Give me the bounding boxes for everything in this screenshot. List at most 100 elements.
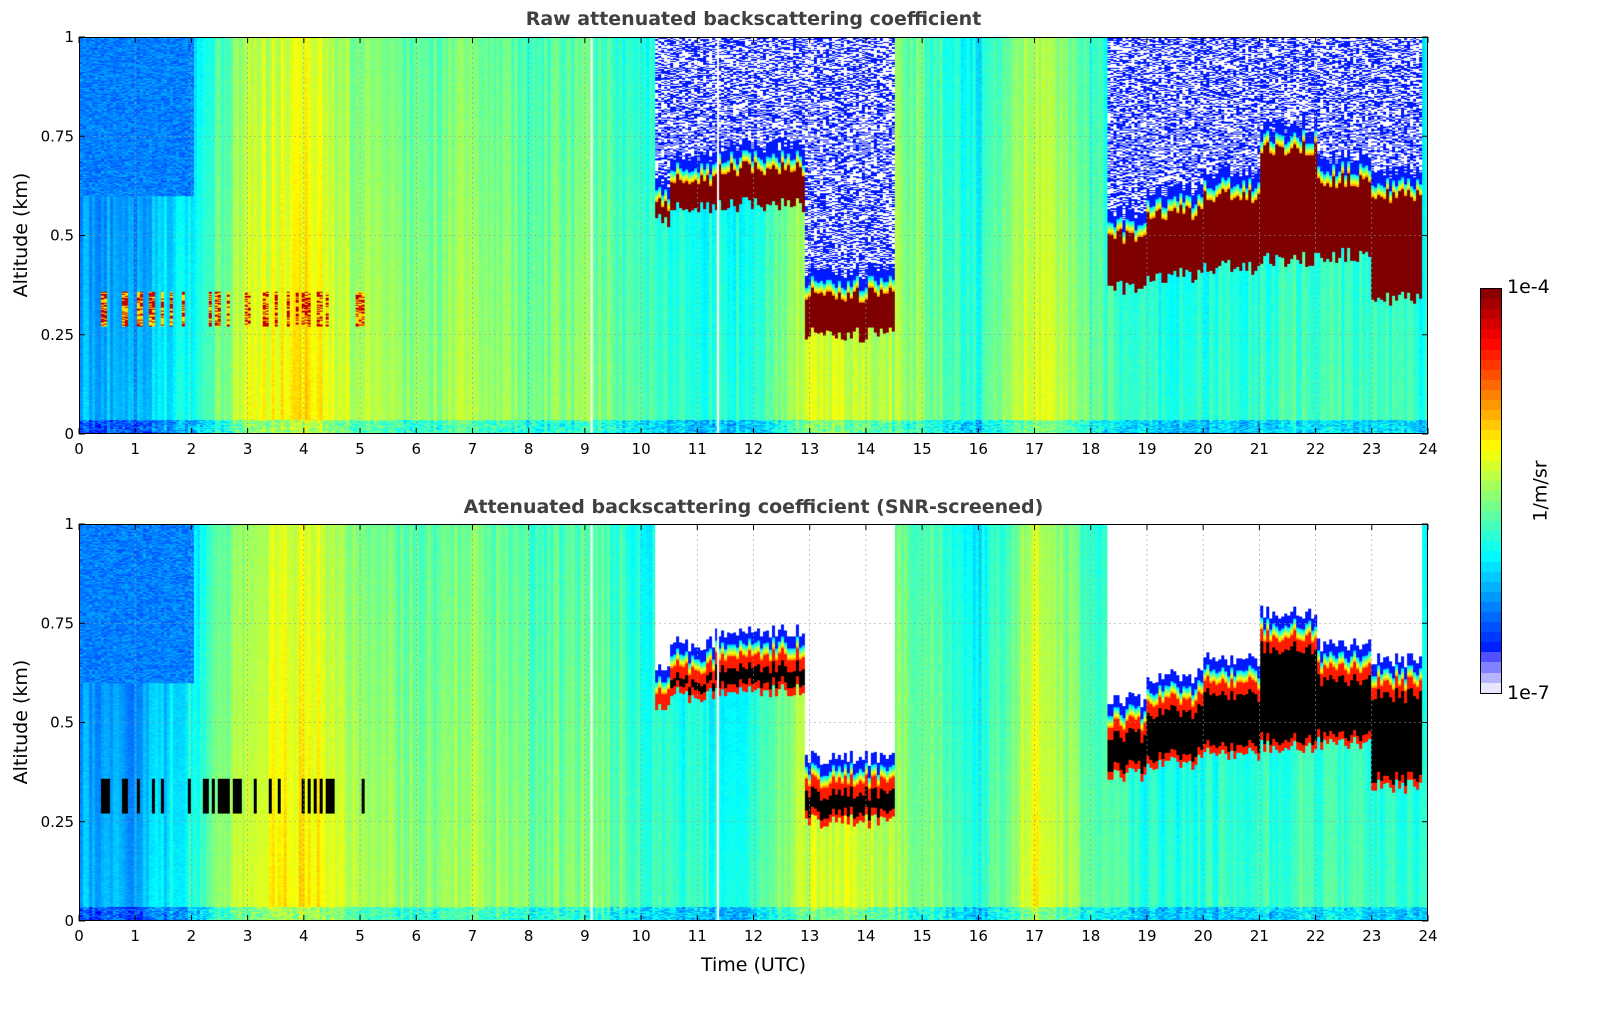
x-tick-label: 21 — [1250, 440, 1269, 458]
colorbar-segment — [1481, 571, 1501, 582]
x-axis-label: Time (UTC) — [700, 954, 807, 976]
colorbar-segment — [1481, 359, 1501, 370]
colorbar-segment — [1481, 319, 1501, 330]
y-tick-label: 0.75 — [41, 127, 74, 145]
x-tick-label: 18 — [1081, 440, 1100, 458]
x-tick-label: 7 — [468, 927, 478, 945]
x-tick-label: 18 — [1081, 927, 1100, 945]
x-tick-label: 4 — [299, 927, 309, 945]
colorbar-segment — [1481, 581, 1501, 592]
x-tick-label: 5 — [355, 440, 365, 458]
colorbar-segment — [1481, 642, 1501, 653]
colorbar-segment — [1481, 299, 1501, 310]
colorbar-segment — [1481, 289, 1501, 300]
colorbar-segment — [1481, 561, 1501, 572]
colorbar-segment — [1481, 682, 1501, 693]
y-tick-label: 1 — [64, 515, 74, 533]
colorbar-segment — [1481, 480, 1501, 491]
x-tick-label: 3 — [243, 440, 253, 458]
colorbar-segment — [1481, 329, 1501, 340]
colorbar-segment — [1481, 349, 1501, 360]
x-tick-label: 11 — [688, 927, 707, 945]
x-tick-label: 4 — [299, 440, 309, 458]
x-tick-label: 12 — [744, 440, 763, 458]
x-tick-label: 10 — [632, 927, 651, 945]
x-tick-label: 14 — [856, 927, 875, 945]
colorbar-segment — [1481, 389, 1501, 401]
colorbar-segment — [1481, 672, 1501, 683]
y-tick-label: 0.75 — [41, 614, 74, 632]
x-tick-label: 12 — [744, 927, 763, 945]
y-tick-label: 0.25 — [41, 326, 74, 344]
x-tick-label: 10 — [632, 440, 651, 458]
x-tick-label: 1 — [130, 440, 140, 458]
x-tick-label: 17 — [1025, 927, 1044, 945]
x-tick-label: 17 — [1025, 440, 1044, 458]
x-tick-label: 6 — [411, 927, 421, 945]
colorbar-segment — [1481, 490, 1501, 501]
x-tick-label: 9 — [580, 440, 590, 458]
colorbar-segment — [1481, 632, 1501, 643]
x-tick-label: 3 — [243, 927, 253, 945]
colorbar-segment — [1481, 420, 1501, 431]
colorbar-segment — [1481, 309, 1501, 320]
x-tick-label: 2 — [187, 927, 197, 945]
colorbar-max-label: 1e-4 — [1507, 276, 1550, 298]
x-tick-label: 20 — [1194, 440, 1213, 458]
x-tick-label: 1 — [130, 927, 140, 945]
x-tick-label: 0 — [74, 927, 84, 945]
x-tick-label: 14 — [856, 440, 875, 458]
colorbar-segment — [1481, 369, 1501, 380]
x-tick-label: 15 — [913, 927, 932, 945]
colorbar-segment — [1481, 339, 1501, 350]
y-tick-label: 0 — [64, 425, 74, 443]
y-tick-label: 0.5 — [50, 227, 74, 245]
x-tick-label: 23 — [1362, 440, 1381, 458]
y-tick-label: 1 — [64, 28, 74, 46]
x-tick-label: 8 — [524, 440, 534, 458]
colorbar-segment — [1481, 379, 1501, 390]
colorbar-segment — [1481, 652, 1501, 663]
colorbar-segment — [1481, 601, 1501, 612]
x-tick-label: 19 — [1137, 927, 1156, 945]
colorbar-segment — [1481, 440, 1501, 451]
x-tick-label: 7 — [468, 440, 478, 458]
colorbar-segment — [1481, 430, 1501, 441]
x-tick-label: 22 — [1306, 927, 1325, 945]
colorbar-segment — [1481, 531, 1501, 542]
colorbar-segment — [1481, 511, 1501, 522]
colorbar-segment — [1481, 622, 1501, 633]
top-chart-title: Raw attenuated backscattering coefficien… — [525, 8, 982, 30]
x-tick-label: 23 — [1362, 927, 1381, 945]
y-tick-label: 0 — [64, 912, 74, 930]
colorbar-segment — [1481, 551, 1501, 562]
x-tick-label: 13 — [800, 927, 819, 945]
bottom-chart-title: Attenuated backscattering coefficient (S… — [463, 496, 1044, 518]
colorbar-min-label: 1e-7 — [1507, 682, 1550, 704]
x-tick-label: 22 — [1306, 440, 1325, 458]
x-tick-label: 21 — [1250, 927, 1269, 945]
colorbar-segment — [1481, 662, 1501, 673]
x-tick-label: 24 — [1418, 440, 1437, 458]
colorbar-segment — [1481, 541, 1501, 552]
x-tick-label: 6 — [411, 440, 421, 458]
colorbar-segment — [1481, 400, 1501, 411]
x-tick-label: 19 — [1137, 440, 1156, 458]
x-tick-label: 16 — [969, 927, 988, 945]
x-tick-label: 9 — [580, 927, 590, 945]
y-tick-label: 0.25 — [41, 813, 74, 831]
x-tick-label: 5 — [355, 927, 365, 945]
x-tick-label: 8 — [524, 927, 534, 945]
colorbar-segment — [1481, 612, 1501, 623]
x-tick-label: 13 — [800, 440, 819, 458]
x-tick-label: 11 — [688, 440, 707, 458]
x-tick-label: 0 — [74, 440, 84, 458]
colorbar-segment — [1481, 410, 1501, 421]
colorbar-segment — [1481, 591, 1501, 602]
colorbar-segment — [1481, 521, 1501, 532]
colorbar-segment — [1481, 470, 1501, 481]
x-tick-label: 16 — [969, 440, 988, 458]
colorbar-segment — [1481, 460, 1501, 471]
y-tick-label: 0.5 — [50, 714, 74, 732]
